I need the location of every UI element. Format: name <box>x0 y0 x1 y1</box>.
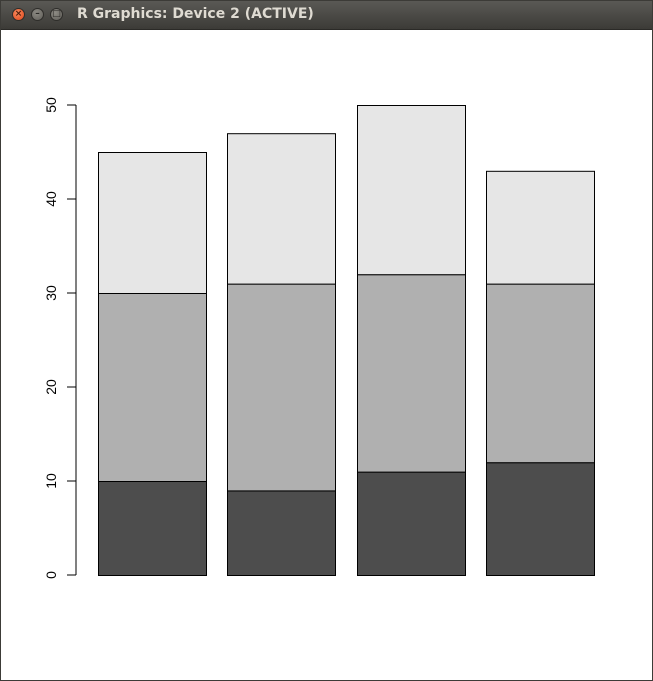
bar-segment <box>357 274 466 473</box>
y-tick-label: 20 <box>43 379 59 395</box>
maximize-icon[interactable]: □ <box>50 8 63 21</box>
y-tick-label: 30 <box>43 285 59 301</box>
bar-segment <box>357 471 466 577</box>
window-title: R Graphics: Device 2 (ACTIVE) <box>77 6 314 22</box>
y-tick-label: 10 <box>43 473 59 489</box>
close-icon[interactable]: × <box>12 8 25 21</box>
stacked-bar-chart: 0 10 20 30 40 50 <box>43 97 595 579</box>
bars <box>98 105 595 577</box>
bar-segment <box>486 170 595 285</box>
bar-segment <box>486 462 595 577</box>
bar-segment <box>227 283 336 492</box>
y-tick-label: 0 <box>43 571 59 579</box>
y-tick-label: 40 <box>43 191 59 207</box>
bar-segment <box>486 283 595 464</box>
y-axis: 0 10 20 30 40 50 <box>43 97 77 579</box>
bar-segment <box>98 481 207 576</box>
bar-segment <box>227 133 336 285</box>
bar-segment <box>357 105 466 276</box>
minimize-icon[interactable]: – <box>31 8 44 21</box>
title-bar[interactable]: × – □ R Graphics: Device 2 (ACTIVE) <box>1 1 652 30</box>
bar-segment <box>227 490 336 576</box>
bar-segment <box>98 152 207 294</box>
bar-segment <box>98 293 207 482</box>
y-tick-label: 50 <box>43 97 59 113</box>
